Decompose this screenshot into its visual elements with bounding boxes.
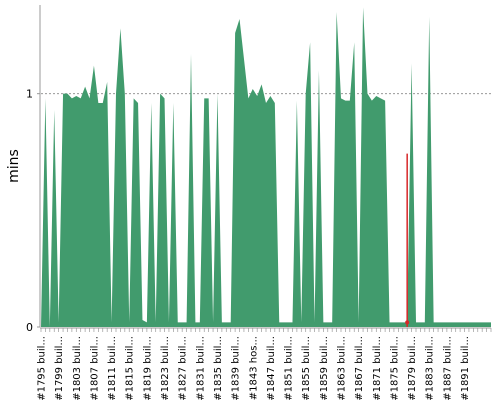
x-tick-label: #1795 buil...: [37, 336, 48, 400]
x-tick-label: #1851 buil...: [284, 336, 295, 400]
x-tick-label: #1891 buil...: [460, 336, 471, 400]
y-axis-label: mins: [6, 149, 22, 183]
x-tick-label: #1819 buil...: [142, 336, 153, 400]
series-area-0: [41, 7, 491, 328]
area-layer: [41, 7, 491, 328]
x-tick-label: #1807 buil...: [89, 336, 100, 400]
x-tick-label: #1871 buil...: [372, 336, 383, 400]
x-tick-label: #1839 buil...: [231, 336, 242, 400]
x-tick-label: #1843 hos...: [248, 336, 259, 400]
x-tick-label: #1863 buil...: [337, 336, 348, 400]
x-tick-label: #1855 buil...: [301, 336, 312, 400]
x-tick-label: #1879 buil...: [407, 336, 418, 400]
x-tick-label: #1803 buil...: [72, 336, 83, 400]
x-tick-label: #1799 buil...: [54, 336, 65, 400]
x-tick-label: #1887 buil...: [442, 336, 453, 400]
x-tick-label: #1811 buil...: [107, 336, 118, 400]
x-tick-label: #1875 buil...: [389, 336, 400, 400]
x-tick-label: #1859 buil...: [319, 336, 330, 400]
x-tick-label: #1883 buil...: [425, 336, 436, 400]
x-tick-label: #1867 buil...: [354, 336, 365, 400]
x-tick-label: #1831 buil...: [195, 336, 206, 400]
y-tick-label: 0: [26, 321, 33, 334]
highlight-marker: [405, 320, 410, 325]
axis-layer: 0 1 #1795 buil... #1799 buil... #1803 buil..…: [26, 5, 492, 401]
x-tick-label: #1815 buil...: [125, 336, 136, 400]
x-tick-label: #1827 buil...: [178, 336, 189, 400]
x-tick-label: #1835 buil...: [213, 336, 224, 400]
y-tick-label: 1: [26, 88, 33, 101]
x-tick-label: #1823 buil...: [160, 336, 171, 400]
x-tick-label: #1847 buil...: [266, 336, 277, 400]
